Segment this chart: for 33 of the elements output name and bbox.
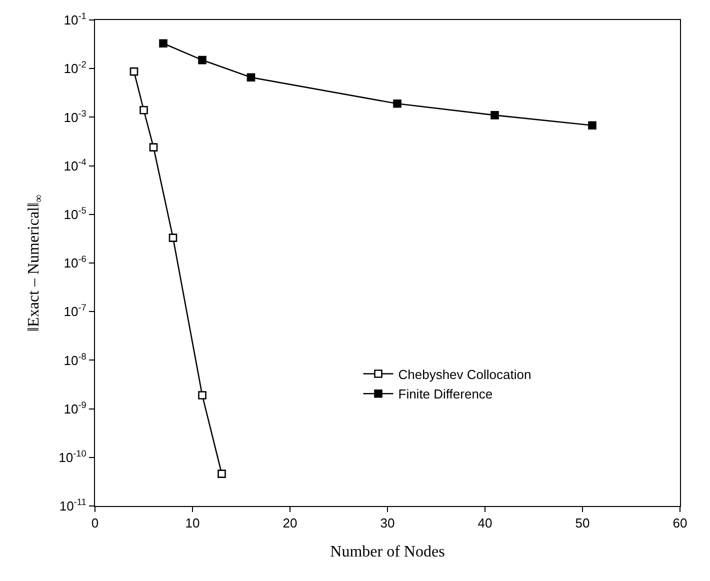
y-tick-label: 10$^{-9}$ [64, 400, 86, 416]
x-tick-label: 40 [478, 516, 492, 531]
y-tick-label: 10$^{-8}$ [64, 351, 86, 368]
point [130, 67, 138, 76]
x-tick-label: 0 [91, 516, 99, 531]
y-tick-label: 10$^{-1}$ [64, 11, 86, 28]
x-tick-label: 10 [185, 516, 200, 531]
y-tick-label: 10$^{-11}$ [59, 497, 86, 514]
point [588, 121, 596, 130]
point [218, 470, 226, 478]
legend-label: Chebyshev Collocation [398, 366, 532, 382]
point [198, 391, 206, 400]
y-tick-label: 10$^{-7}$ [64, 302, 86, 320]
x-axis-title: Number of Nodes [330, 543, 445, 560]
x-tick-label: 20 [282, 516, 298, 531]
y-tick-label: 10$^{-5}$ [64, 205, 86, 222]
point [490, 111, 499, 120]
y-tick-label: 10$^{-10}$ [58, 448, 86, 465]
y-tick-label: 10$^{-3}$ [64, 108, 86, 125]
x-tick-label: 50 [575, 516, 590, 531]
y-tick-label: 10$^{-6}$ [64, 254, 86, 271]
point [198, 56, 206, 64]
y-tick-label: 10$^{-2}$ [64, 60, 86, 76]
point [393, 100, 402, 108]
x-tick-label: 60 [672, 516, 688, 531]
point [168, 234, 178, 242]
y-tick-label: 10$^{-4}$ [64, 156, 86, 174]
point [159, 39, 168, 48]
legend-label: Finite Difference [398, 386, 493, 402]
point [140, 106, 148, 114]
point [149, 143, 158, 152]
x-tick-label: 30 [380, 516, 395, 531]
point [246, 73, 256, 82]
